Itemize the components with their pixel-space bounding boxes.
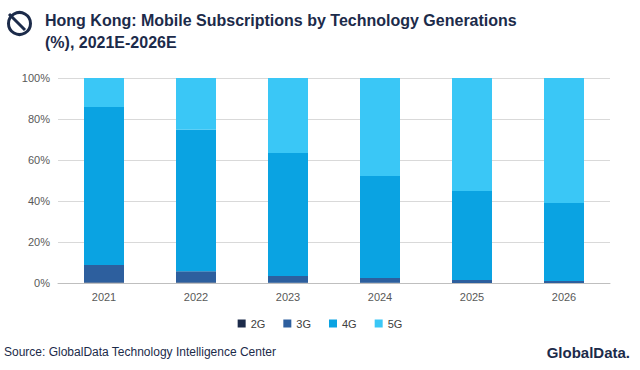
svg-text:2021: 2021 bbox=[92, 291, 116, 303]
svg-text:GlobalData.: GlobalData. bbox=[547, 344, 630, 361]
svg-text:2023: 2023 bbox=[276, 291, 300, 303]
svg-text:(%), 2021E-2026E: (%), 2021E-2026E bbox=[45, 34, 177, 51]
svg-text:2024: 2024 bbox=[368, 291, 392, 303]
svg-text:20%: 20% bbox=[28, 236, 50, 248]
svg-text:0%: 0% bbox=[34, 277, 50, 289]
svg-text:5G: 5G bbox=[388, 318, 403, 330]
svg-text:Hong Kong: Mobile Subscription: Hong Kong: Mobile Subscriptions by Techn… bbox=[45, 12, 517, 29]
svg-text:40%: 40% bbox=[28, 195, 50, 207]
svg-text:3G: 3G bbox=[296, 318, 311, 330]
svg-text:Source: GlobalData Technology: Source: GlobalData Technology Intelligen… bbox=[4, 345, 276, 359]
svg-text:100%: 100% bbox=[22, 72, 50, 84]
svg-text:80%: 80% bbox=[28, 113, 50, 125]
svg-text:2022: 2022 bbox=[184, 291, 208, 303]
svg-text:60%: 60% bbox=[28, 154, 50, 166]
svg-text:2G: 2G bbox=[251, 318, 266, 330]
svg-text:4G: 4G bbox=[342, 318, 357, 330]
svg-text:2026: 2026 bbox=[552, 291, 576, 303]
svg-text:2025: 2025 bbox=[460, 291, 484, 303]
